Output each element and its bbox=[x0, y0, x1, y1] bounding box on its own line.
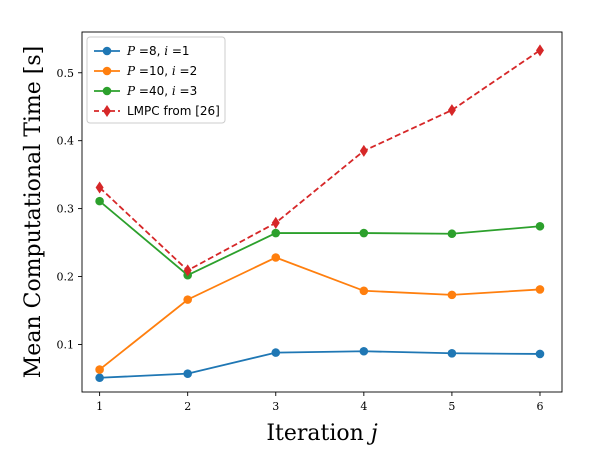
data-point bbox=[535, 285, 545, 294]
legend-marker bbox=[102, 46, 112, 56]
x-tick-label: 3 bbox=[272, 400, 279, 413]
data-point bbox=[359, 144, 368, 157]
legend-label-part: P bbox=[126, 44, 136, 58]
y-tick-label: 0.2 bbox=[57, 271, 75, 284]
data-point bbox=[447, 104, 456, 117]
data-point bbox=[95, 365, 104, 374]
data-point bbox=[183, 369, 192, 378]
data-point bbox=[447, 290, 457, 300]
x-axis-label-text: Iteration bbox=[266, 421, 370, 445]
legend-label-part: =2 bbox=[176, 64, 198, 78]
data-point bbox=[271, 348, 281, 357]
y-tick-label: 0.4 bbox=[57, 135, 75, 148]
data-point bbox=[95, 373, 104, 383]
series-line-1 bbox=[99, 350, 540, 379]
legend-label: P =40, i =3 bbox=[126, 84, 197, 98]
x-tick-label: 6 bbox=[536, 400, 543, 413]
data-point bbox=[95, 196, 104, 206]
legend-label: LMPC from [26] bbox=[127, 104, 220, 118]
legend-label-part: =1 bbox=[168, 44, 190, 58]
legend-label-part: =10, bbox=[135, 64, 172, 78]
legend-label-part: i bbox=[172, 84, 176, 98]
y-tick-label: 0.3 bbox=[57, 203, 75, 216]
series-line-4 bbox=[98, 49, 541, 272]
legend-label-part: =8, bbox=[135, 44, 164, 58]
y-tick-label: 0.5 bbox=[57, 67, 75, 80]
legend-label-part: i bbox=[164, 44, 168, 58]
legend-label-part: i bbox=[172, 64, 176, 78]
data-point bbox=[535, 221, 545, 231]
x-tick-label: 5 bbox=[448, 400, 455, 413]
legend-marker bbox=[102, 86, 112, 96]
data-point bbox=[183, 295, 192, 304]
data-point bbox=[183, 264, 192, 277]
y-tick-label: 0.1 bbox=[57, 338, 75, 351]
legend-label: P =8, i =1 bbox=[126, 44, 190, 58]
plot-frame bbox=[81, 31, 563, 393]
data-point bbox=[271, 228, 281, 238]
data-point bbox=[95, 181, 104, 194]
data-point bbox=[447, 229, 457, 239]
legend-marker bbox=[103, 105, 111, 117]
legend-label-part: =40, bbox=[135, 84, 172, 98]
data-point bbox=[359, 228, 369, 238]
data-point bbox=[359, 286, 369, 296]
data-point bbox=[535, 44, 544, 57]
legend-box bbox=[86, 36, 226, 124]
legend-label: P =10, i =2 bbox=[126, 64, 197, 78]
data-point bbox=[271, 253, 281, 262]
legend-marker bbox=[102, 66, 112, 76]
x-tick-label: 2 bbox=[184, 400, 191, 413]
y-axis-label: Mean Computational Time [s] bbox=[21, 46, 46, 378]
legend-label-part: P bbox=[126, 64, 136, 78]
legend-label-part: =3 bbox=[176, 84, 198, 98]
data-point bbox=[271, 216, 280, 229]
data-point bbox=[535, 349, 545, 359]
x-tick-label: 4 bbox=[360, 400, 367, 413]
data-point bbox=[447, 348, 457, 358]
series-line-2 bbox=[99, 256, 541, 371]
series-line-3 bbox=[99, 200, 541, 277]
data-point bbox=[359, 346, 369, 356]
legend-label-part: LMPC from [26] bbox=[127, 104, 220, 118]
x-axis-label: Iteration j bbox=[266, 421, 377, 445]
legend-label-part: P bbox=[126, 84, 136, 98]
x-tick-label: 1 bbox=[96, 400, 103, 413]
